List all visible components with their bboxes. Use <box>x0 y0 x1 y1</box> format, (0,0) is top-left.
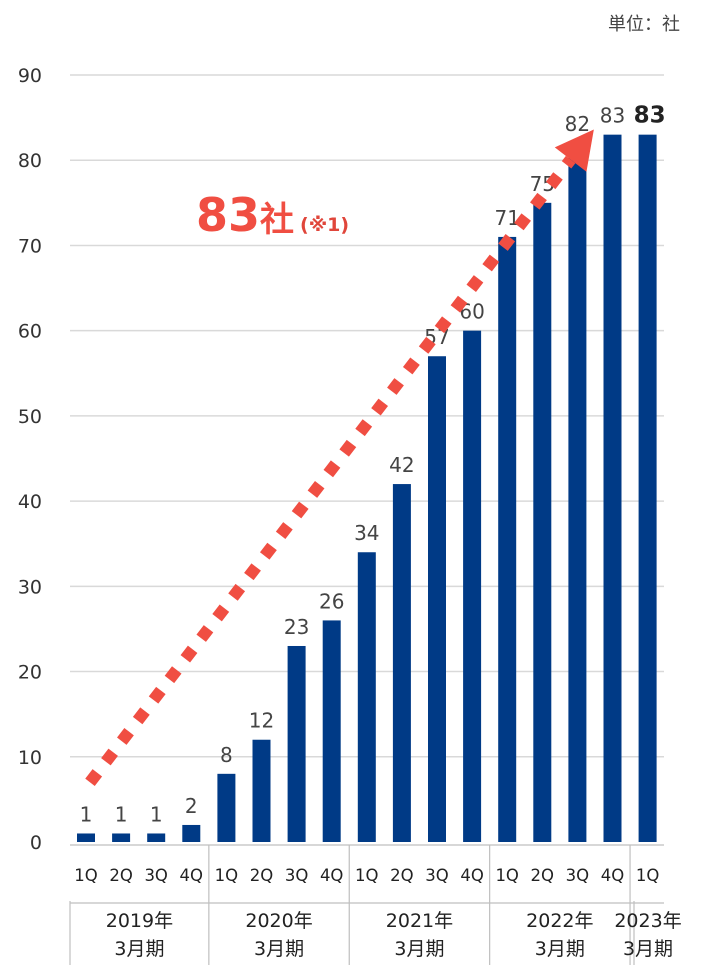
trend-arrow-head <box>554 129 594 172</box>
value-label: 34 <box>354 521 379 545</box>
y-tick-label: 80 <box>18 150 42 172</box>
value-label: 1 <box>80 802 93 826</box>
value-label: 82 <box>565 112 590 136</box>
x-tick-label: 1Q <box>74 866 98 885</box>
group-label: 2023年 <box>614 910 681 932</box>
group-label: 2022年 <box>526 910 593 932</box>
callout-suffix: 社 <box>260 200 295 240</box>
x-tick-label: 2Q <box>531 866 555 885</box>
bar <box>533 202 552 843</box>
value-label: 2 <box>185 794 198 818</box>
x-tick-label: 4Q <box>320 866 344 885</box>
y-tick-label: 40 <box>18 491 42 513</box>
value-label: 1 <box>150 802 163 826</box>
x-tick-label: 1Q <box>355 866 379 885</box>
x-tick-label: 3Q <box>425 866 449 885</box>
bar <box>77 833 95 842</box>
bar <box>147 833 166 842</box>
x-tick-label: 3Q <box>144 866 168 885</box>
group-label: 3月期 <box>394 938 444 960</box>
trend-arrow-line <box>85 155 576 787</box>
bar <box>112 833 131 842</box>
bar <box>428 356 446 842</box>
value-label: 83 <box>600 104 625 128</box>
x-tick-label: 1Q <box>636 866 660 885</box>
group-label: 2020年 <box>245 910 312 932</box>
bar <box>182 824 201 842</box>
value-label: 1 <box>115 802 128 826</box>
callout-value: 83 <box>196 188 261 242</box>
x-tick-label: 1Q <box>495 866 519 885</box>
bar <box>463 330 482 842</box>
y-tick-label: 10 <box>18 747 42 769</box>
bar <box>322 620 341 842</box>
bar <box>568 143 587 842</box>
y-tick-label: 90 <box>18 65 42 87</box>
value-label: 8 <box>220 743 233 767</box>
y-tick-label: 30 <box>18 576 42 598</box>
group-label: 3月期 <box>114 938 164 960</box>
bar <box>217 773 236 842</box>
bar <box>357 552 376 842</box>
y-tick-label: 20 <box>18 662 42 684</box>
group-label: 2021年 <box>386 910 453 932</box>
group-label: 3月期 <box>623 938 673 960</box>
x-tick-label: 4Q <box>460 866 484 885</box>
group-label: 3月期 <box>254 938 304 960</box>
bar <box>498 236 517 842</box>
x-tick-label: 3Q <box>285 866 309 885</box>
x-tick-label: 1Q <box>215 866 239 885</box>
y-tick-label: 0 <box>30 832 42 854</box>
total-callout: 83社 (※1) <box>196 188 349 242</box>
value-label: 42 <box>389 453 414 477</box>
bar <box>603 134 622 843</box>
x-tick-label: 2Q <box>109 866 133 885</box>
group-label: 3月期 <box>535 938 585 960</box>
x-tick-label: 4Q <box>180 866 204 885</box>
bar <box>287 645 306 842</box>
bar <box>252 739 271 842</box>
value-label-highlight: 83 <box>634 103 666 129</box>
x-tick-label: 3Q <box>566 866 590 885</box>
bar <box>638 134 657 843</box>
x-tick-label: 2Q <box>250 866 274 885</box>
y-tick-label: 60 <box>18 321 42 343</box>
value-label: 26 <box>319 589 344 613</box>
value-label: 71 <box>494 206 519 230</box>
bar <box>392 484 411 842</box>
value-label: 12 <box>249 709 274 733</box>
value-label: 23 <box>284 615 309 639</box>
x-tick-label: 2Q <box>390 866 414 885</box>
callout-note: (※1) <box>300 214 350 236</box>
unit-label: 単位：社 <box>608 14 680 35</box>
y-tick-label: 70 <box>18 235 42 257</box>
group-label: 2019年 <box>106 910 173 932</box>
x-tick-label: 4Q <box>601 866 625 885</box>
y-tick-label: 50 <box>18 406 42 428</box>
